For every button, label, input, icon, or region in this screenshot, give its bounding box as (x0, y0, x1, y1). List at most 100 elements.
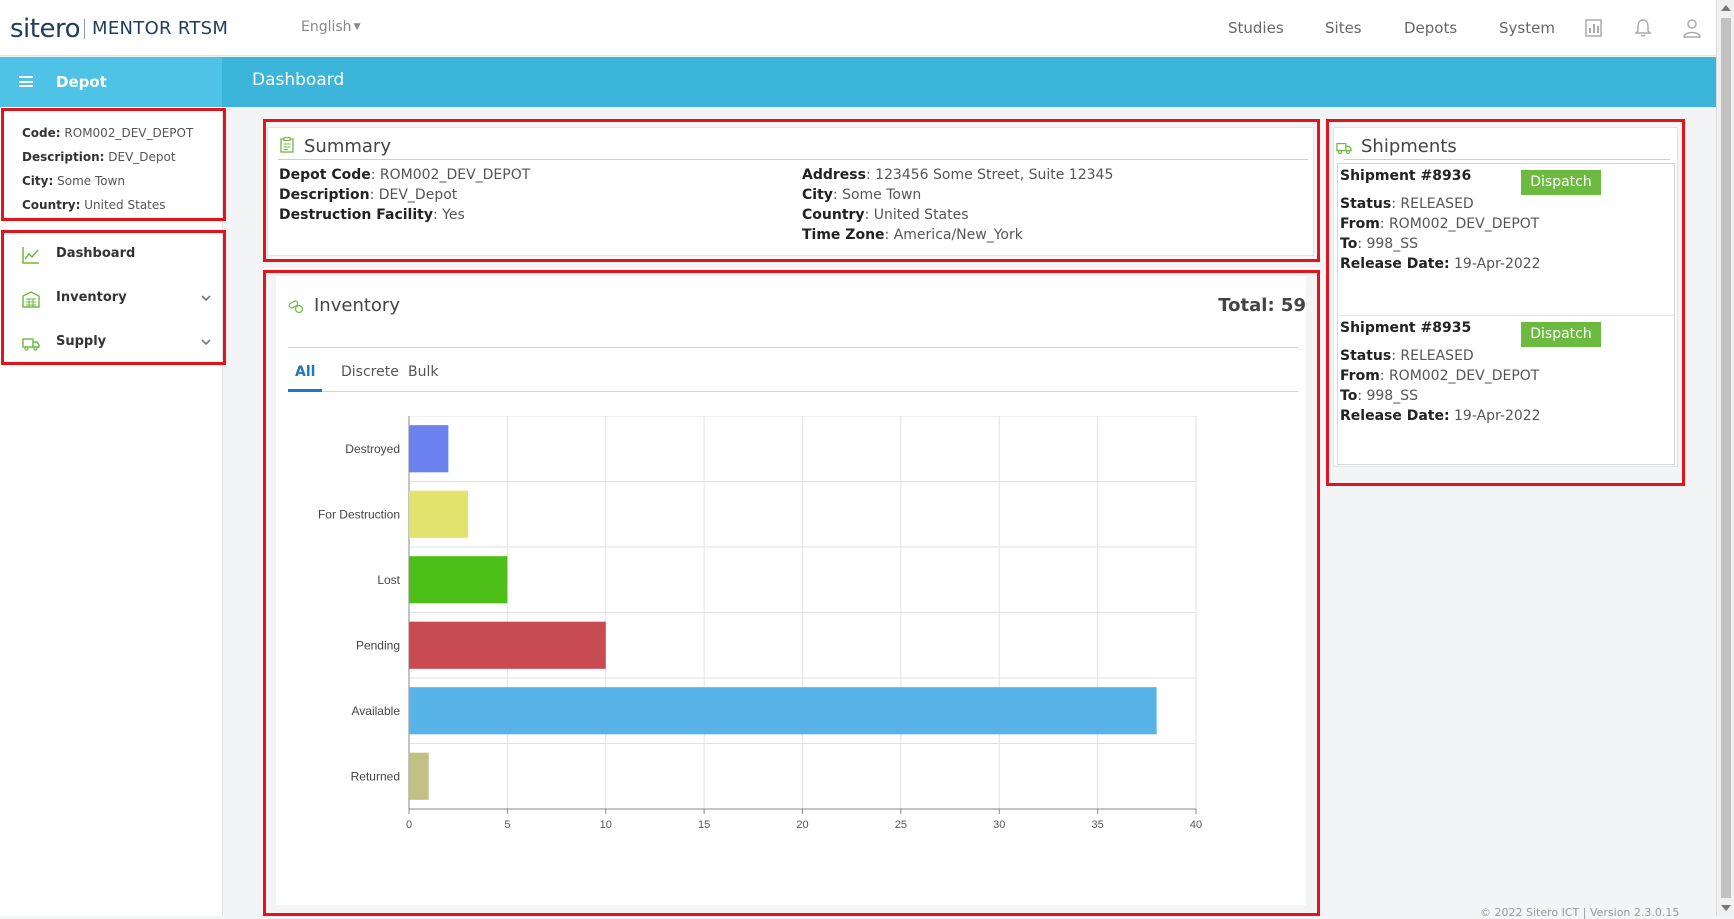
warehouse-icon (22, 291, 40, 308)
divider (288, 347, 1298, 348)
category-label: For Destruction (318, 507, 400, 521)
field-value: : America/New_York (884, 227, 1023, 243)
field-value: : ROM002_DEV_DEPOT (1379, 216, 1540, 232)
sidebar: Code: ROM002_DEV_DEPOT Description: DEV_… (0, 107, 226, 916)
footer-copyright: © 2022 Sitero ICT | Version 2.3.0.15 (1480, 906, 1680, 919)
nav-sites[interactable]: Sites (1325, 19, 1362, 37)
summary-panel: Summary Depot Code: ROM002_DEV_DEPOT Des… (267, 127, 1314, 256)
shipment-number: Shipment #8936 (1340, 168, 1472, 184)
dispatch-button[interactable]: Dispatch (1521, 322, 1601, 347)
info-label: Code: (22, 126, 61, 140)
category-label: Destroyed (345, 442, 400, 456)
category-label: Returned (351, 769, 400, 783)
sidebar-item-inventory[interactable]: Inventory (22, 288, 212, 312)
summary-destruction-facility: Destruction Facility: Yes (279, 207, 465, 223)
shipment-release-date: Release Date: 19-Apr-2022 (1340, 408, 1541, 424)
summary-country: Country: United States (802, 207, 969, 223)
field-label: Time Zone (802, 227, 885, 243)
shipment-from: From: ROM002_DEV_DEPOT (1340, 368, 1539, 384)
field-label: From (1340, 368, 1380, 384)
report-chart-icon[interactable] (1583, 17, 1605, 39)
field-label: From (1340, 216, 1380, 232)
divider (1344, 159, 1670, 160)
bar-pending (409, 621, 606, 669)
shipment-from: From: ROM002_DEV_DEPOT (1340, 216, 1539, 232)
depot-description-row: Description: DEV_Depot (22, 145, 223, 169)
depot-city-row: City: Some Town (22, 169, 223, 193)
bar-lost (409, 556, 508, 604)
shipment-release-date: Release Date: 19-Apr-2022 (1340, 256, 1541, 272)
tab-discrete[interactable]: Discrete (341, 364, 399, 380)
category-label: Pending (356, 638, 400, 652)
field-label: To (1340, 236, 1358, 252)
x-tick-label: 35 (1092, 819, 1104, 831)
bar-for-destruction (409, 490, 469, 538)
bar-destroyed (409, 425, 449, 473)
highlight-inventory (263, 270, 1320, 916)
tab-all[interactable]: All (288, 360, 323, 392)
field-value: : Yes (432, 207, 465, 223)
field-value: : 998_SS (1357, 388, 1418, 404)
field-value: : RELEASED (1391, 196, 1474, 212)
field-label: Destruction Facility (279, 207, 433, 223)
top-header: sitero MENTOR RTSM English ▼ Studies Sites… (0, 0, 1716, 56)
highlight-summary (263, 119, 1320, 262)
depot-info-box: Code: ROM002_DEV_DEPOT Description: DEV_… (1, 108, 226, 221)
sidebar-item-dashboard[interactable]: Dashboard (22, 244, 212, 268)
field-label: Description (279, 187, 370, 203)
bell-icon[interactable] (1632, 17, 1654, 39)
chevron-down-icon[interactable] (200, 292, 212, 304)
title-bar: Depot Dashboard (0, 57, 1716, 107)
field-value: : 998_SS (1357, 236, 1418, 252)
section-title: Depot (56, 73, 107, 91)
chart-line-icon (22, 247, 39, 264)
nav-studies[interactable]: Studies (1228, 19, 1284, 37)
shipment-status: Status: RELEASED (1340, 348, 1474, 364)
field-label: Country (802, 207, 865, 223)
field-value: : Some Town (832, 187, 922, 203)
field-label: City (802, 187, 833, 203)
inventory-bar-chart: 0 5 10 15 20 25 30 35 40 Destroyed For Destruction… (318, 416, 1202, 831)
field-label: Release Date: (1340, 408, 1450, 424)
sidebar-header: Depot (0, 57, 222, 107)
user-icon[interactable] (1681, 17, 1703, 39)
sidebar-item-supply[interactable]: Supply (22, 332, 212, 356)
chevron-down-icon[interactable] (200, 336, 212, 348)
app-logo[interactable]: sitero MENTOR RTSM (10, 14, 228, 44)
shipments-panel: Shipments Shipment #8936 Dispatch Status… (1333, 127, 1678, 467)
divider (278, 159, 1308, 160)
page-title: Dashboard (252, 70, 345, 90)
inventory-tabs: All Discrete Bulk (288, 360, 1298, 392)
shipment-card: Shipment #8936 Dispatch Status: RELEASED… (1338, 164, 1674, 316)
truck-icon (1336, 142, 1352, 154)
inventory-panel: Inventory Total: 59 All Discrete Bulk 0 5… (276, 276, 1306, 905)
field-label: Release Date: (1340, 256, 1450, 272)
x-tick-label: 15 (698, 819, 710, 831)
field-label: Status (1340, 196, 1392, 212)
summary-city: City: Some Town (802, 187, 921, 203)
field-value: : DEV_Depot (369, 187, 458, 203)
summary-time-zone: Time Zone: America/New_York (802, 227, 1023, 243)
truck-icon (22, 338, 40, 351)
page-scrollbar[interactable] (1716, 0, 1734, 916)
scroll-down-arrow-icon[interactable] (1721, 905, 1731, 911)
scroll-thumb[interactable] (1721, 18, 1731, 898)
field-label: To (1340, 388, 1358, 404)
scroll-up-arrow-icon[interactable] (1721, 5, 1731, 11)
language-label: English (301, 19, 352, 35)
hamburger-menu-icon[interactable] (19, 76, 33, 87)
x-tick-label: 25 (895, 819, 907, 831)
summary-address: Address: 123456 Some Street, Suite 12345 (802, 167, 1113, 183)
depot-country-row: Country: United States (22, 193, 223, 217)
language-selector[interactable]: English ▼ (301, 19, 360, 35)
dispatch-button[interactable]: Dispatch (1521, 170, 1601, 195)
tab-bulk[interactable]: Bulk (408, 364, 439, 380)
nav-depots[interactable]: Depots (1404, 19, 1458, 37)
info-value: United States (84, 198, 166, 212)
sidebar-item-label: Supply (56, 334, 107, 349)
nav-system[interactable]: System (1499, 19, 1555, 37)
shipment-to: To: 998_SS (1340, 388, 1418, 404)
x-tick-label: 10 (600, 819, 612, 831)
sidebar-item-label: Inventory (56, 290, 127, 305)
clipboard-icon (280, 137, 294, 153)
